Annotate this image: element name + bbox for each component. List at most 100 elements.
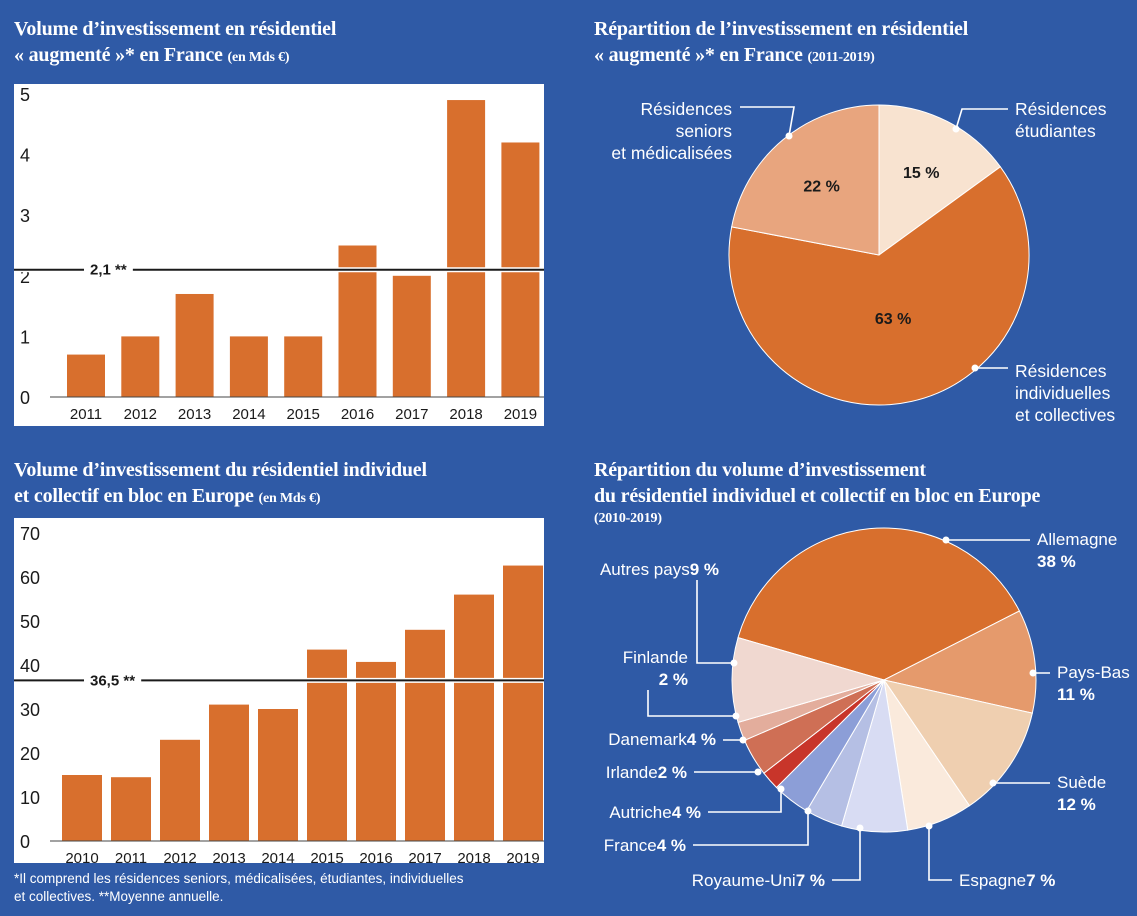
x-tick-label: 2013: [212, 850, 245, 867]
title-fr-volume: Volume d’investissement en résidentiel «…: [14, 16, 336, 71]
slice-name-label: Danemark: [608, 730, 687, 749]
leader-dot: [739, 736, 747, 744]
leader-line: [693, 811, 809, 846]
slice-name-label: Résidences: [1015, 361, 1107, 381]
y-tick-label: 5: [20, 85, 30, 105]
reference-label-bg: [84, 670, 142, 692]
title-fr-volume-line2: « augmenté »* en France (en Mds €): [14, 42, 336, 71]
bar: [229, 336, 268, 397]
leader-dot: [989, 779, 997, 787]
title-eu-volume-main2: et collectif en bloc en Europe: [14, 485, 254, 507]
pie-chart-fr-split: 15 %63 %22 %RésidencesétudiantesRésidenc…: [611, 99, 1115, 425]
pie-slice: [731, 104, 880, 256]
title-fr-split: Répartition de l’investissement en résid…: [594, 16, 968, 71]
x-tick-label: 2018: [457, 850, 490, 867]
x-tick-label: 2013: [178, 406, 211, 423]
x-tick-label: 2017: [408, 850, 441, 867]
reference-label-bg: [84, 259, 133, 281]
y-tick-label: 50: [20, 612, 40, 632]
y-tick-label: 4: [20, 146, 30, 166]
leader-dot: [942, 536, 950, 544]
slice-name-label: Irlande: [606, 763, 658, 782]
footnote: *Il comprend les résidences seniors, méd…: [14, 870, 574, 906]
slice-name-label: étudiantes: [1015, 121, 1096, 141]
x-tick-label: 2018: [449, 406, 482, 423]
slice-value-label: 38 %: [1037, 552, 1076, 571]
title-fr-split-sub: (2011-2019): [807, 50, 875, 65]
bar: [447, 100, 486, 397]
title-eu-volume-line1: Volume d’investissement du résidentiel i…: [14, 459, 427, 481]
bar: [454, 594, 494, 841]
leader-dot: [730, 659, 738, 667]
pie-slice: [882, 610, 1037, 714]
slice-name-label: Résidences: [641, 99, 733, 119]
reference-line-label: 36,5 **: [90, 672, 135, 689]
title-eu-volume-sub: (en Mds €): [258, 491, 321, 506]
slice-name-label: Pays-Bas: [1057, 663, 1130, 682]
slice-name-label: Autriche: [609, 803, 671, 822]
pie-slice: [731, 636, 886, 724]
x-tick-label: 2015: [310, 850, 343, 867]
y-tick-label: 30: [20, 700, 40, 720]
x-tick-label: 2019: [504, 406, 537, 423]
slice-name-label: Finlande: [623, 648, 688, 667]
x-tick-label: 2019: [506, 850, 539, 867]
leader-line: [696, 580, 734, 664]
leader-dot: [952, 125, 960, 133]
leader-line: [740, 106, 795, 137]
bar-chart-fr-volume: 0 1 2 3 4 5 2011 2012 2013 2014 2015 2016 2017 2018 20…: [14, 84, 544, 426]
leader-dot: [1029, 669, 1037, 677]
y-tick-label: 0: [20, 832, 30, 852]
pie-slice: [728, 166, 1030, 406]
bar: [67, 354, 105, 397]
reference-line-label: 2,1 **: [90, 262, 127, 279]
slice-name-label: Royaume-Uni: [692, 871, 796, 890]
y-tick-label: 10: [20, 788, 40, 808]
title-fr-split-line1: Répartition de l’investissement en résid…: [594, 18, 969, 40]
x-tick-label: 2014: [232, 406, 265, 423]
title-eu-split-line1: Répartition du volume d’investissement: [594, 459, 926, 481]
title-fr-volume-main2: « augmenté »* en France: [14, 44, 223, 66]
pie-slice: [878, 104, 1002, 256]
leader-dot: [971, 364, 979, 372]
bar: [62, 775, 102, 841]
x-tick-label: 2012: [124, 406, 157, 423]
title-eu-volume: Volume d’investissement du résidentiel i…: [14, 457, 427, 512]
slice-value-label: 7 %: [796, 871, 825, 890]
slice-name-label: Autres pays: [600, 560, 690, 579]
title-fr-split-line2: « augmenté »* en France (2011-2019): [594, 42, 968, 71]
title-fr-split-main2: « augmenté »* en France: [594, 44, 803, 66]
leader-line: [955, 108, 1008, 130]
y-tick-label: 3: [20, 206, 30, 226]
bar: [503, 565, 543, 841]
x-tick-label: 2010: [65, 850, 98, 867]
y-tick-label: 40: [20, 656, 40, 676]
slice-value-label: 4 %: [687, 730, 716, 749]
x-tick-label: 2011: [70, 406, 102, 423]
title-fr-volume-line1: Volume d’investissement en résidentiel: [14, 18, 337, 40]
bar: [121, 336, 160, 397]
y-tick-label: 0: [20, 388, 30, 408]
x-tick-label: 2016: [341, 406, 374, 423]
title-fr-volume-sub: (en Mds €): [227, 50, 290, 65]
title-eu-split: Répartition du volume d’investissement d…: [594, 457, 1040, 529]
x-tick-label: 2012: [163, 850, 196, 867]
slice-value-label: 2 %: [658, 763, 687, 782]
bar: [258, 709, 298, 841]
bar: [405, 629, 445, 841]
leader-dot: [804, 807, 812, 815]
x-tick-label: 2016: [359, 850, 392, 867]
slice-name-label: seniors: [676, 121, 733, 141]
slice-name-label: Suède: [1057, 773, 1106, 792]
bar: [209, 704, 249, 841]
slice-value-label: 22 %: [803, 179, 839, 196]
leader-dot: [785, 132, 793, 140]
title-eu-split-sub: (2010-2019): [594, 511, 662, 526]
leader-dot: [856, 824, 864, 832]
leader-line: [647, 690, 736, 717]
leader-dot: [732, 712, 740, 720]
slice-name-label: Espagne: [959, 871, 1026, 890]
slice-name-label: et médicalisées: [611, 143, 732, 163]
title-eu-volume-line2: et collectif en bloc en Europe (en Mds €…: [14, 483, 427, 512]
